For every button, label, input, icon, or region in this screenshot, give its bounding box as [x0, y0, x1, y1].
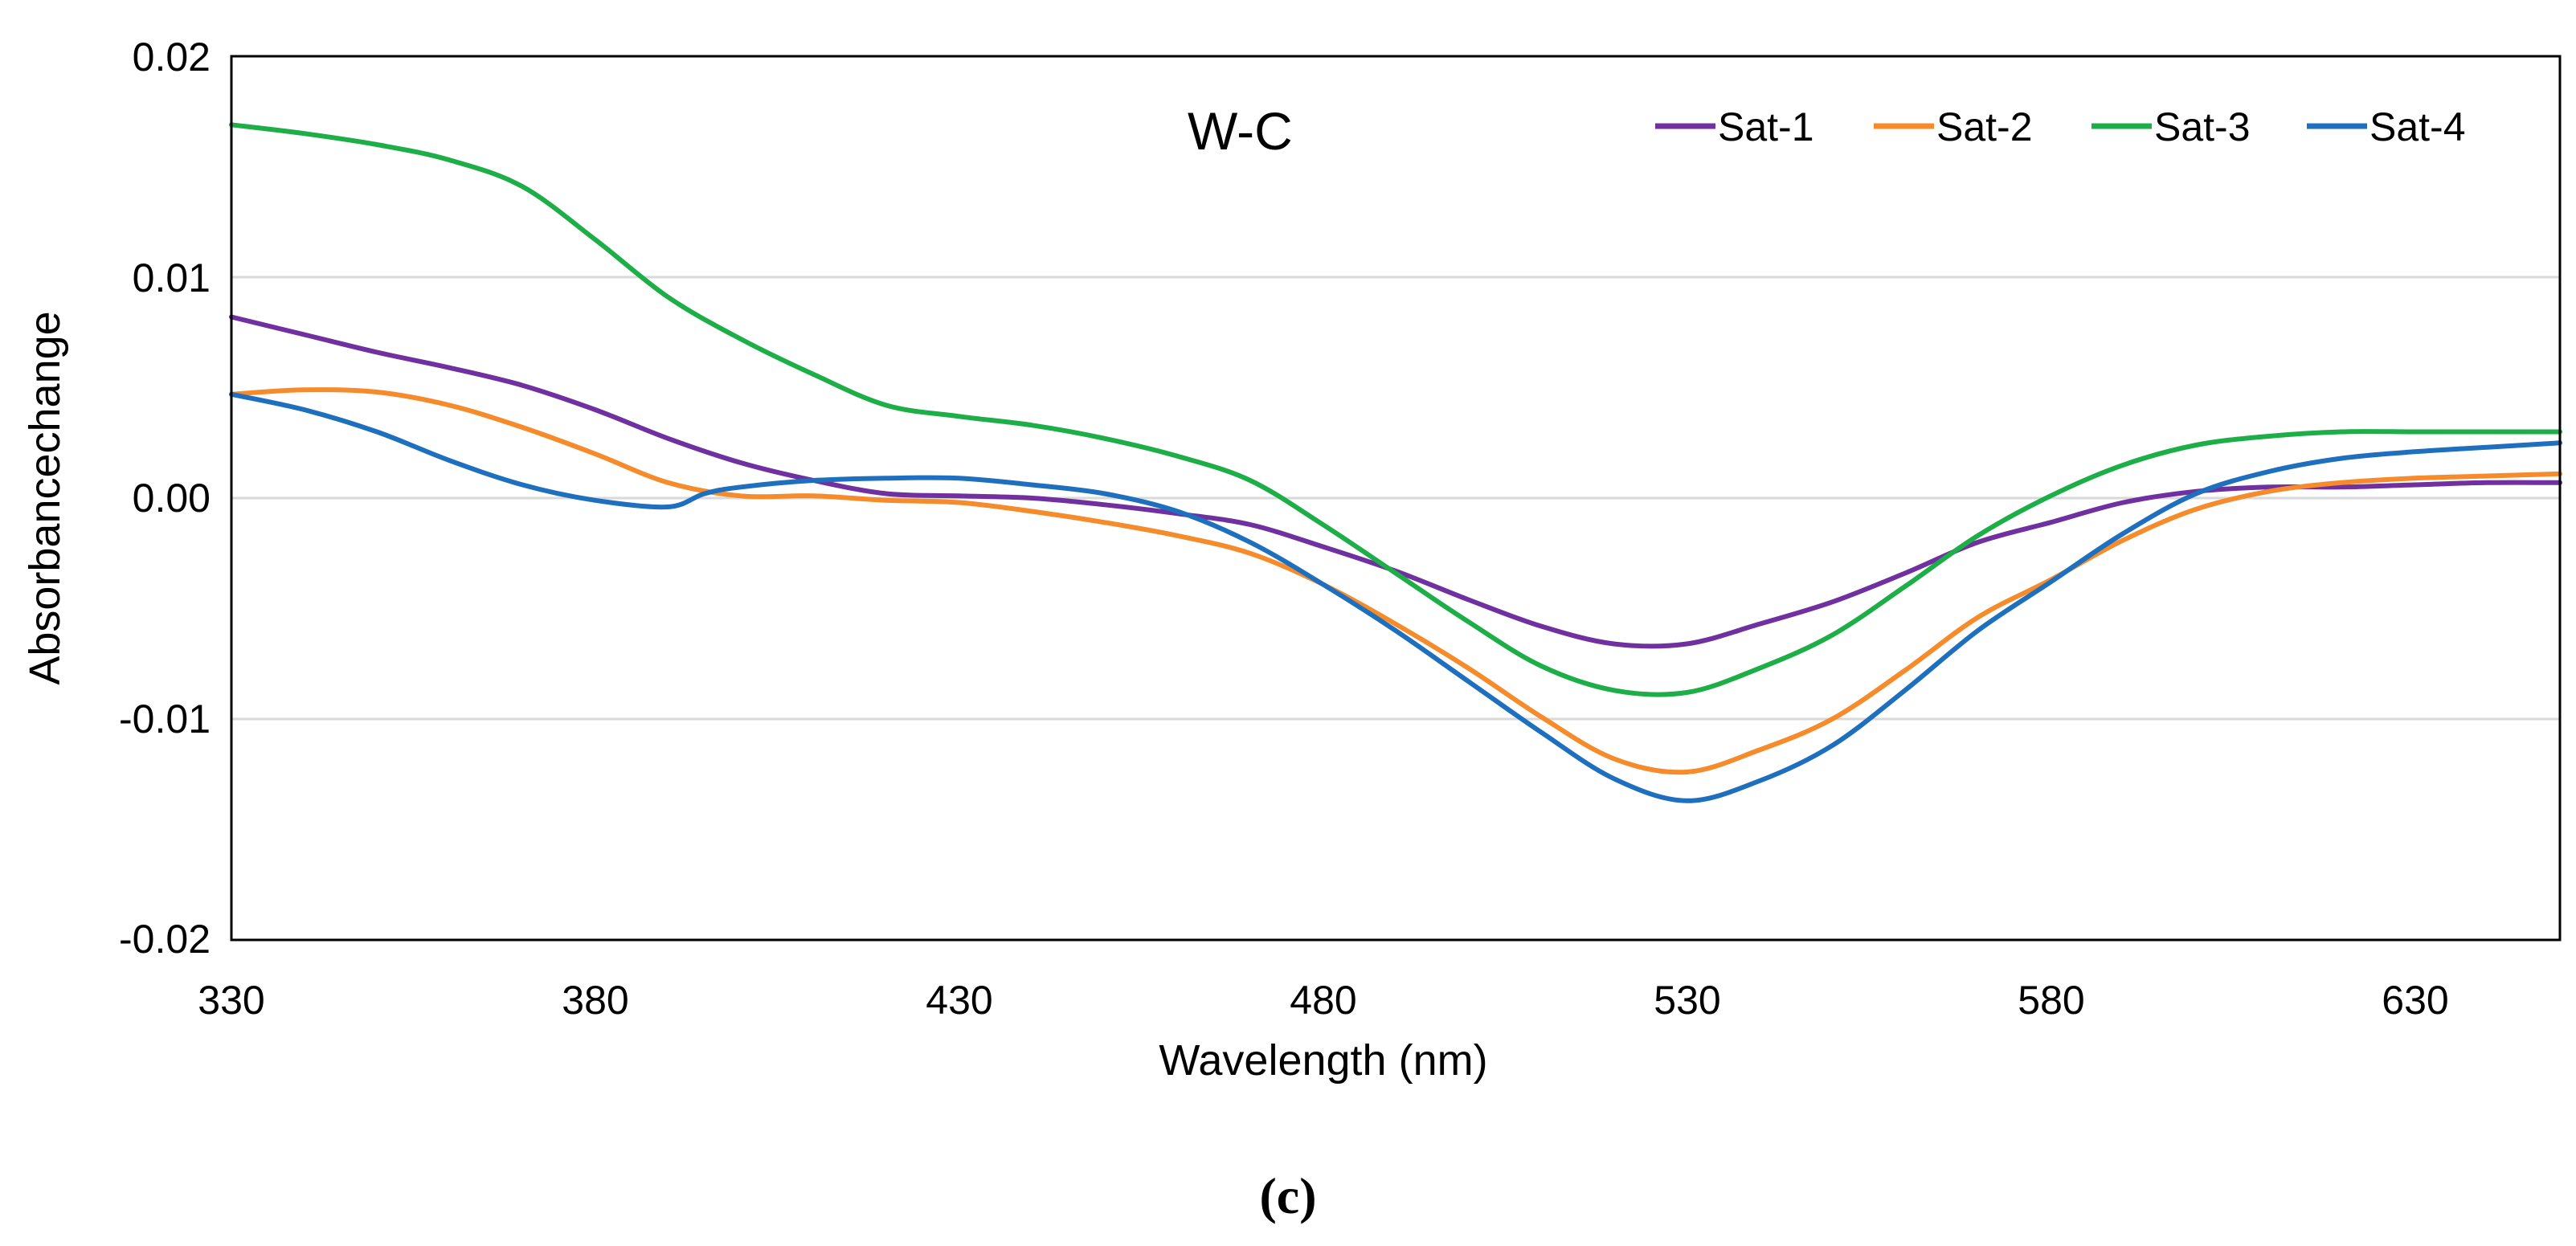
x-tick-label: 630: [2382, 978, 2448, 1023]
series-line-sat-3: [229, 122, 2562, 697]
legend-label-sat-1: Sat-1: [1718, 104, 1814, 149]
x-tick-label: 530: [1654, 978, 1720, 1023]
y-tick-label: 0.00: [133, 476, 211, 521]
series-lines: [229, 122, 2562, 803]
legend-label-sat-2: Sat-2: [1936, 104, 2033, 149]
series-line-sat-1: [229, 314, 2562, 649]
legend-label-sat-4: Sat-4: [2370, 104, 2466, 149]
series-line-sat-4: [229, 391, 2562, 803]
x-tick-label: 430: [926, 978, 992, 1023]
x-tick-labels: 330 380 430 480 530 580 630: [198, 978, 2448, 1023]
legend-label-sat-3: Sat-3: [2154, 104, 2251, 149]
y-tick-labels: 0.02 0.01 0.00 -0.01 -0.02: [119, 35, 211, 962]
x-tick-label: 330: [198, 978, 264, 1023]
x-tick-label: 480: [1290, 978, 1356, 1023]
y-axis-title: Absorbancechange: [21, 311, 69, 684]
y-tick-label: 0.01: [133, 255, 211, 300]
plot-frame: [230, 55, 2562, 942]
chart-title: W-C: [1188, 101, 1293, 161]
gridlines: [231, 276, 2560, 721]
x-tick-label: 380: [562, 978, 628, 1023]
legend: Sat-1 Sat-2 Sat-3 Sat-4: [1655, 104, 2466, 149]
y-tick-label: -0.01: [119, 697, 211, 741]
x-tick-label: 580: [2018, 978, 2084, 1023]
y-tick-label: 0.02: [133, 35, 211, 80]
figure-caption: (c): [1259, 1167, 1316, 1224]
y-tick-label: -0.02: [119, 917, 211, 962]
x-axis-title: Wavelength (nm): [1159, 1036, 1487, 1085]
series-line-sat-2: [229, 387, 2562, 775]
